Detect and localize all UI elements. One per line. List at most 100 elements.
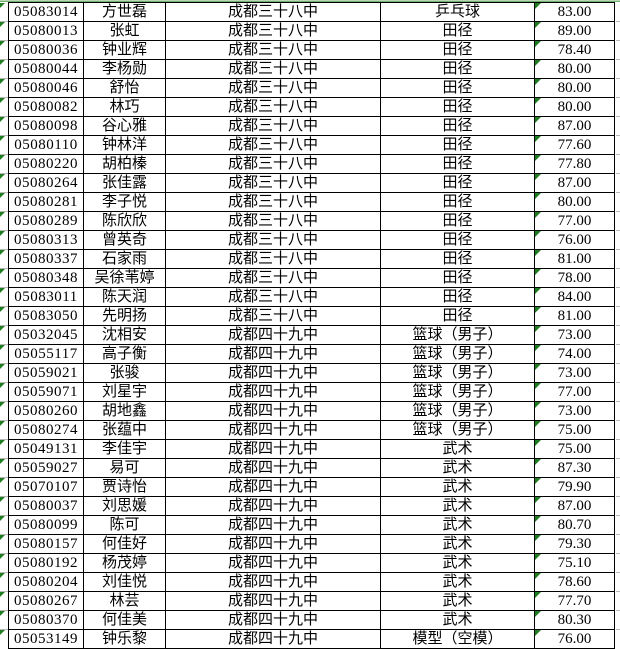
cell-score[interactable]: 78.60	[535, 573, 615, 592]
cell-school[interactable]: 成都四十九中	[166, 440, 381, 459]
cell-exam-number[interactable]: 05059027	[9, 459, 84, 478]
cell-student-name[interactable]: 何佳好	[84, 535, 166, 554]
cell-school[interactable]: 成都三十八中	[166, 193, 381, 212]
cell-sport-event[interactable]: 田径	[381, 212, 535, 231]
cell-school[interactable]: 成都三十八中	[166, 117, 381, 136]
cell-score[interactable]: 80.00	[535, 193, 615, 212]
cell-sport-event[interactable]: 田径	[381, 193, 535, 212]
cell-school[interactable]: 成都三十八中	[166, 3, 381, 22]
cell-sport-event[interactable]: 田径	[381, 136, 535, 155]
cell-score[interactable]: 80.00	[535, 60, 615, 79]
cell-school[interactable]: 成都三十八中	[166, 269, 381, 288]
cell-sport-event[interactable]: 田径	[381, 288, 535, 307]
cell-exam-number[interactable]: 05080110	[9, 136, 84, 155]
cell-sport-event[interactable]: 田径	[381, 250, 535, 269]
cell-student-name[interactable]: 高子衡	[84, 345, 166, 364]
cell-school[interactable]: 成都四十九中	[166, 554, 381, 573]
cell-exam-number[interactable]: 05055117	[9, 345, 84, 364]
cell-sport-event[interactable]: 田径	[381, 98, 535, 117]
cell-student-name[interactable]: 陈可	[84, 516, 166, 535]
cell-school[interactable]: 成都三十八中	[166, 98, 381, 117]
cell-score[interactable]: 73.00	[535, 402, 615, 421]
cell-score[interactable]: 73.00	[535, 326, 615, 345]
cell-exam-number[interactable]: 05080281	[9, 193, 84, 212]
cell-score[interactable]: 75.00	[535, 421, 615, 440]
cell-student-name[interactable]: 何佳美	[84, 611, 166, 630]
cell-school[interactable]: 成都三十八中	[166, 155, 381, 174]
cell-school[interactable]: 成都四十九中	[166, 573, 381, 592]
cell-score[interactable]: 81.00	[535, 250, 615, 269]
cell-school[interactable]: 成都三十八中	[166, 231, 381, 250]
cell-score[interactable]: 80.30	[535, 611, 615, 630]
cell-exam-number[interactable]: 05059071	[9, 383, 84, 402]
cell-exam-number[interactable]: 05080260	[9, 402, 84, 421]
cell-sport-event[interactable]: 武术	[381, 497, 535, 516]
cell-student-name[interactable]: 张蕴中	[84, 421, 166, 440]
cell-sport-event[interactable]: 田径	[381, 117, 535, 136]
cell-sport-event[interactable]: 篮球（男子）	[381, 421, 535, 440]
cell-exam-number[interactable]: 05080348	[9, 269, 84, 288]
cell-score[interactable]: 87.00	[535, 117, 615, 136]
cell-exam-number[interactable]: 05083011	[9, 288, 84, 307]
cell-sport-event[interactable]: 田径	[381, 22, 535, 41]
cell-school[interactable]: 成都四十九中	[166, 345, 381, 364]
cell-school[interactable]: 成都四十九中	[166, 421, 381, 440]
cell-student-name[interactable]: 胡地鑫	[84, 402, 166, 421]
cell-student-name[interactable]: 钟业辉	[84, 41, 166, 60]
cell-score[interactable]: 78.40	[535, 41, 615, 60]
cell-score[interactable]: 80.00	[535, 98, 615, 117]
cell-school[interactable]: 成都四十九中	[166, 630, 381, 649]
cell-student-name[interactable]: 刘星宇	[84, 383, 166, 402]
cell-score[interactable]: 80.00	[535, 79, 615, 98]
cell-score[interactable]: 76.00	[535, 231, 615, 250]
cell-exam-number[interactable]: 05049131	[9, 440, 84, 459]
cell-student-name[interactable]: 张虹	[84, 22, 166, 41]
cell-student-name[interactable]: 先明扬	[84, 307, 166, 326]
cell-school[interactable]: 成都三十八中	[166, 41, 381, 60]
cell-sport-event[interactable]: 田径	[381, 231, 535, 250]
cell-student-name[interactable]: 李佳宇	[84, 440, 166, 459]
cell-score[interactable]: 81.00	[535, 307, 615, 326]
cell-student-name[interactable]: 吴徐苇婷	[84, 269, 166, 288]
cell-exam-number[interactable]: 05053149	[9, 630, 84, 649]
cell-school[interactable]: 成都三十八中	[166, 22, 381, 41]
cell-score[interactable]: 80.70	[535, 516, 615, 535]
cell-exam-number[interactable]: 05080267	[9, 592, 84, 611]
cell-score[interactable]: 84.00	[535, 288, 615, 307]
cell-score[interactable]: 83.00	[535, 3, 615, 22]
cell-school[interactable]: 成都三十八中	[166, 136, 381, 155]
cell-exam-number[interactable]: 05080013	[9, 22, 84, 41]
cell-student-name[interactable]: 陈天润	[84, 288, 166, 307]
cell-school[interactable]: 成都三十八中	[166, 60, 381, 79]
cell-school[interactable]: 成都四十九中	[166, 611, 381, 630]
cell-school[interactable]: 成都四十九中	[166, 478, 381, 497]
cell-exam-number[interactable]: 05080037	[9, 497, 84, 516]
cell-score[interactable]: 75.10	[535, 554, 615, 573]
cell-sport-event[interactable]: 武术	[381, 554, 535, 573]
cell-sport-event[interactable]: 武术	[381, 478, 535, 497]
cell-student-name[interactable]: 张佳露	[84, 174, 166, 193]
cell-score[interactable]: 89.00	[535, 22, 615, 41]
cell-score[interactable]: 77.00	[535, 212, 615, 231]
cell-student-name[interactable]: 张骏	[84, 364, 166, 383]
cell-exam-number[interactable]: 05080204	[9, 573, 84, 592]
cell-sport-event[interactable]: 乒乓球	[381, 3, 535, 22]
cell-school[interactable]: 成都三十八中	[166, 79, 381, 98]
cell-sport-event[interactable]: 田径	[381, 269, 535, 288]
cell-student-name[interactable]: 沈相安	[84, 326, 166, 345]
cell-score[interactable]: 75.00	[535, 440, 615, 459]
cell-sport-event[interactable]: 田径	[381, 174, 535, 193]
cell-score[interactable]: 74.00	[535, 345, 615, 364]
cell-sport-event[interactable]: 武术	[381, 592, 535, 611]
cell-score[interactable]: 78.00	[535, 269, 615, 288]
cell-student-name[interactable]: 曾英奇	[84, 231, 166, 250]
cell-sport-event[interactable]: 武术	[381, 459, 535, 478]
cell-school[interactable]: 成都四十九中	[166, 364, 381, 383]
cell-student-name[interactable]: 林芸	[84, 592, 166, 611]
cell-score[interactable]: 87.30	[535, 459, 615, 478]
cell-exam-number[interactable]: 05059021	[9, 364, 84, 383]
cell-exam-number[interactable]: 05080370	[9, 611, 84, 630]
cell-sport-event[interactable]: 田径	[381, 307, 535, 326]
cell-school[interactable]: 成都三十八中	[166, 212, 381, 231]
cell-school[interactable]: 成都四十九中	[166, 383, 381, 402]
